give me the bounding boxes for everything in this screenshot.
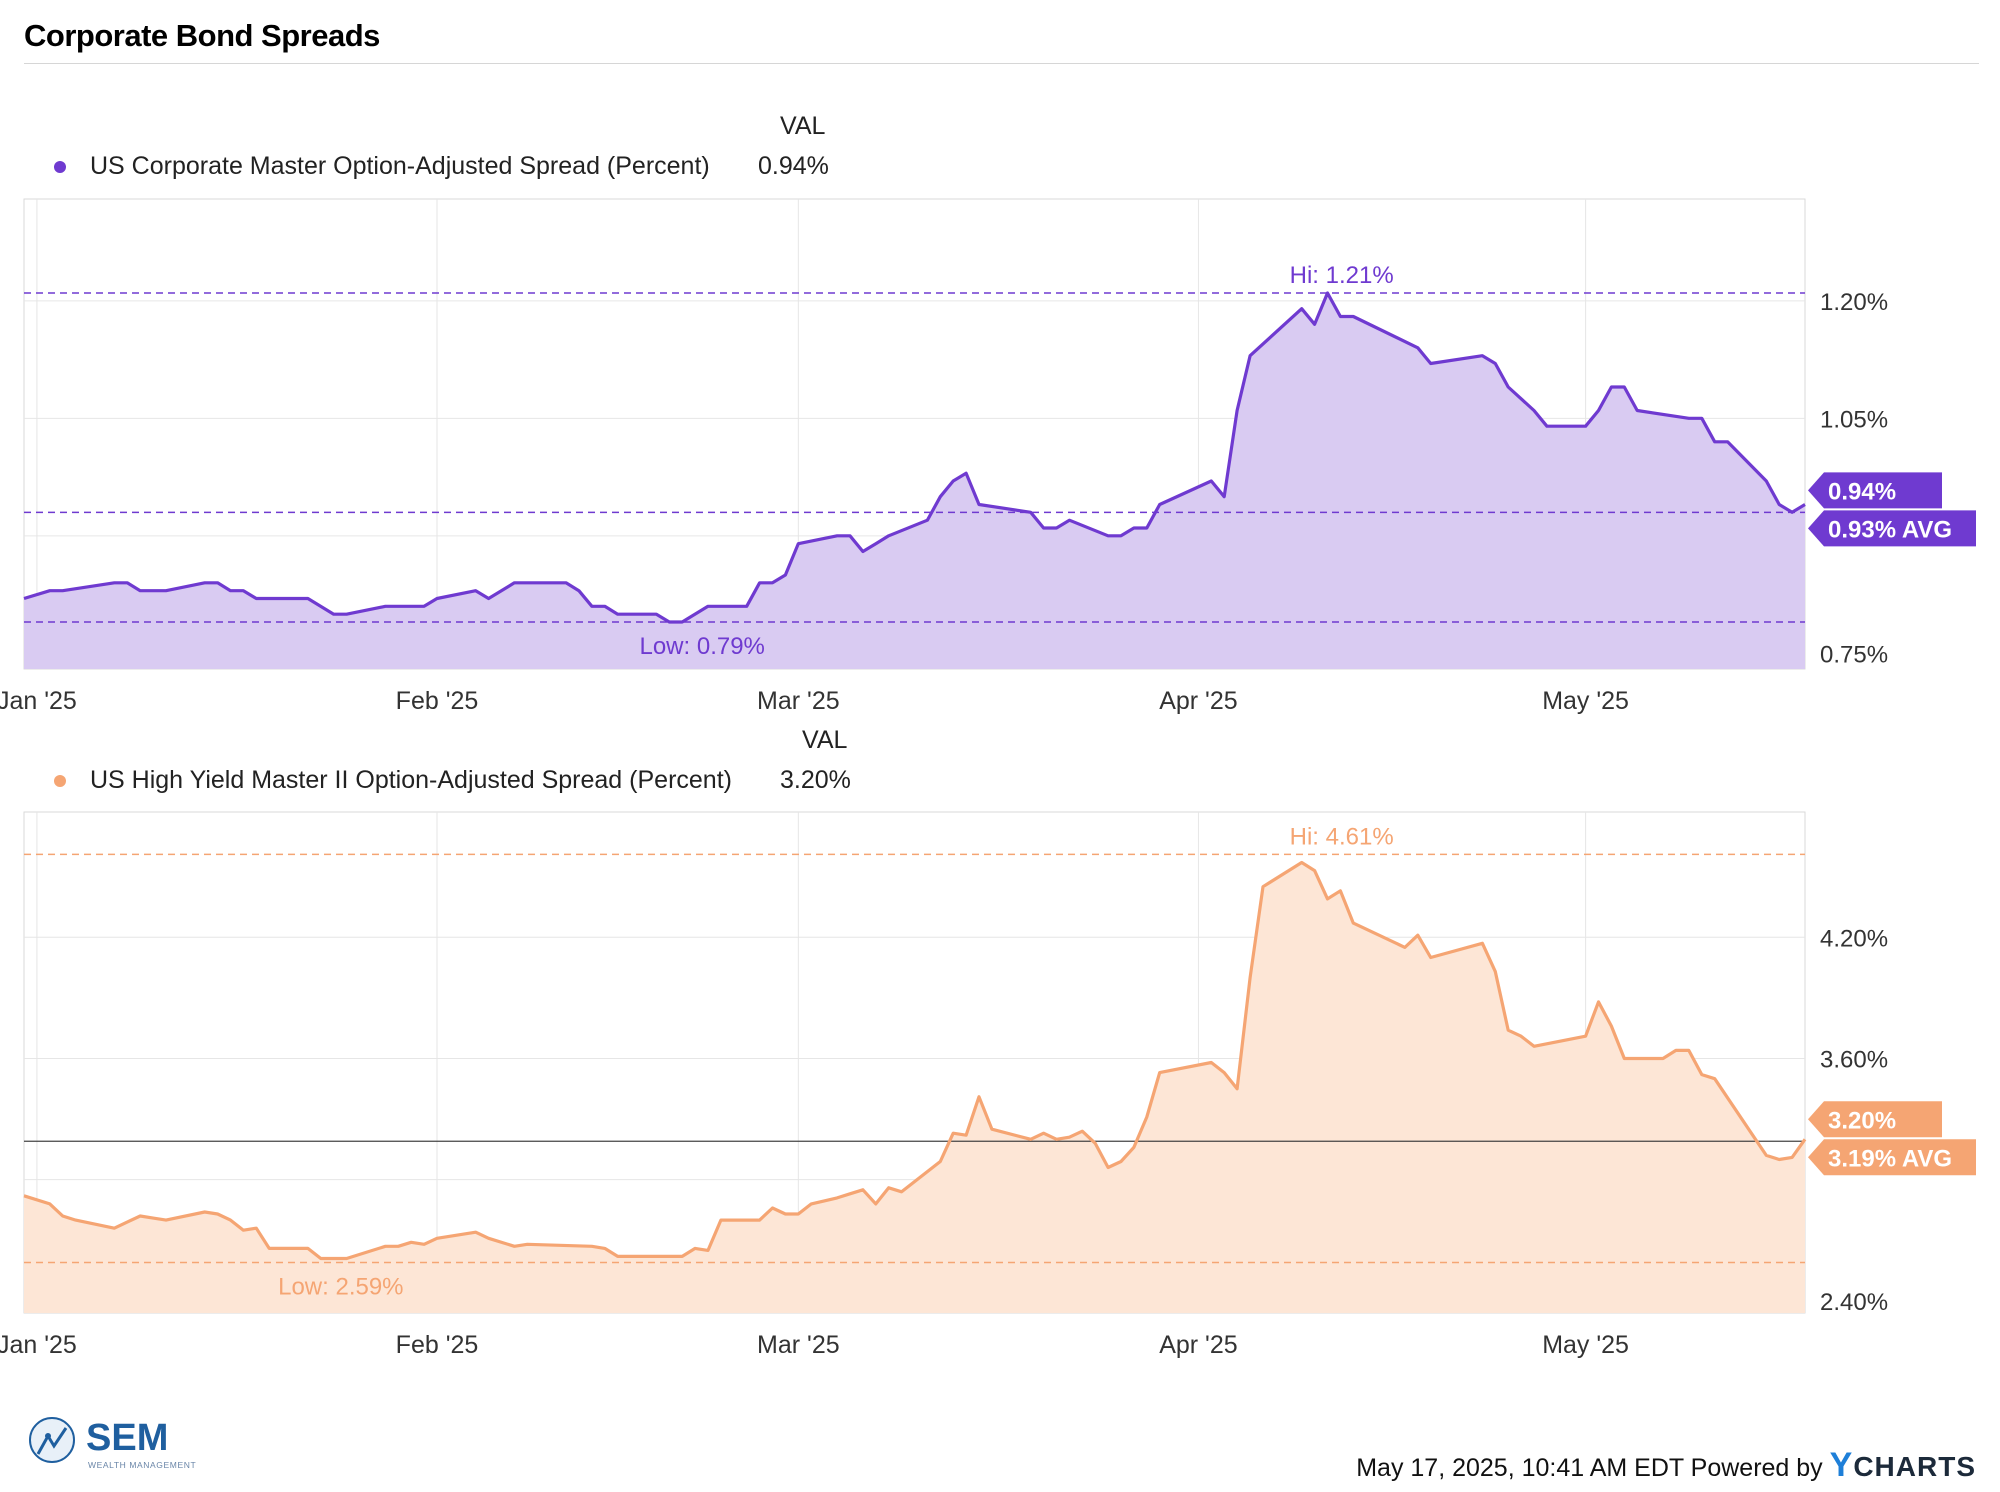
sem-logo-subtext: WEALTH MANAGEMENT: [88, 1460, 196, 1470]
ycharts-wordmark: CHARTS: [1853, 1451, 1976, 1482]
x-tick-label: Mar '25: [757, 687, 840, 715]
average-value-label: 0.93% AVG: [1828, 516, 1952, 543]
x-tick-label: Apr '25: [1159, 687, 1237, 715]
hi-label: Hi: 1.21%: [1290, 262, 1394, 289]
page-title: Corporate Bond Spreads: [24, 18, 380, 53]
corporate-spread-chart[interactable]: 0.75% 1.05% 1.20% Jan '25 Feb '25 Mar '25 Apr …: [0, 195, 2000, 715]
last-value-flag: [1808, 1101, 1942, 1138]
x-tick-label: Feb '25: [396, 1331, 479, 1359]
legend-val-header-1: VAL: [780, 112, 826, 140]
x-tick-label: Apr '25: [1159, 1331, 1237, 1359]
average-value-flag: [1808, 1139, 1976, 1176]
x-tick-label: Jan '25: [0, 1331, 77, 1359]
legend-val-header-2: VAL: [802, 726, 848, 754]
y-tick-label: 1.20%: [1820, 289, 1888, 316]
legend-current-value-1: 0.94%: [758, 152, 829, 180]
y-tick-label: 3.60%: [1820, 1046, 1888, 1073]
last-value-label: 3.20%: [1828, 1107, 1896, 1134]
high-yield-spread-chart[interactable]: 2.40% 3.60% 4.20% Jan '25 Feb '25 Mar '25 Apr …: [0, 808, 2000, 1368]
low-label: Low: 0.79%: [639, 633, 764, 660]
x-tick-label: May '25: [1542, 687, 1629, 715]
legend-series-name: US Corporate Master Option-Adjusted Spre…: [90, 152, 710, 180]
legend-dot-icon: [54, 160, 66, 173]
legend-current-value-2: 3.20%: [780, 766, 851, 794]
footer-attribution: May 17, 2025, 10:41 AM EDT Powered by YC…: [1356, 1446, 1976, 1485]
series-line: [23, 860, 1807, 1261]
x-tick-label: May '25: [1542, 1331, 1629, 1359]
legend-series-name: US High Yield Master II Option-Adjusted …: [90, 766, 732, 794]
y-tick-label: 2.40%: [1820, 1289, 1888, 1316]
footer-timestamp: May 17, 2025, 10:41 AM EDT Powered by: [1356, 1454, 1823, 1482]
average-value-flag: [1808, 510, 1976, 547]
x-tick-label: Jan '25: [0, 687, 77, 715]
last-value-flag: [1808, 472, 1942, 509]
ycharts-y-icon: Y: [1829, 1446, 1854, 1484]
sem-logo: SEM WEALTH MANAGEMENT: [29, 1417, 196, 1470]
legend-item-high-yield[interactable]: US High Yield Master II Option-Adjusted …: [54, 766, 732, 795]
average-value-label: 3.19% AVG: [1828, 1145, 1952, 1172]
ycharts-logo[interactable]: YCHARTS: [1830, 1446, 1976, 1484]
legend-dot-icon: [54, 774, 66, 787]
x-tick-label: Feb '25: [396, 687, 479, 715]
hi-label: Hi: 4.61%: [1290, 823, 1394, 850]
title-divider: [24, 63, 1979, 64]
y-tick-label: 4.20%: [1820, 925, 1888, 952]
y-tick-label: 1.05%: [1820, 406, 1888, 433]
sem-logo-text: SEM: [86, 1417, 168, 1459]
series-area: [24, 862, 1805, 1313]
x-tick-label: Mar '25: [757, 1331, 840, 1359]
last-value-label: 0.94%: [1828, 478, 1896, 505]
series-line: [23, 291, 1806, 624]
series-area: [24, 293, 1805, 669]
y-tick-label: 0.75%: [1820, 641, 1888, 668]
low-label: Low: 2.59%: [278, 1273, 403, 1300]
legend-item-corporate[interactable]: US Corporate Master Option-Adjusted Spre…: [54, 152, 710, 181]
